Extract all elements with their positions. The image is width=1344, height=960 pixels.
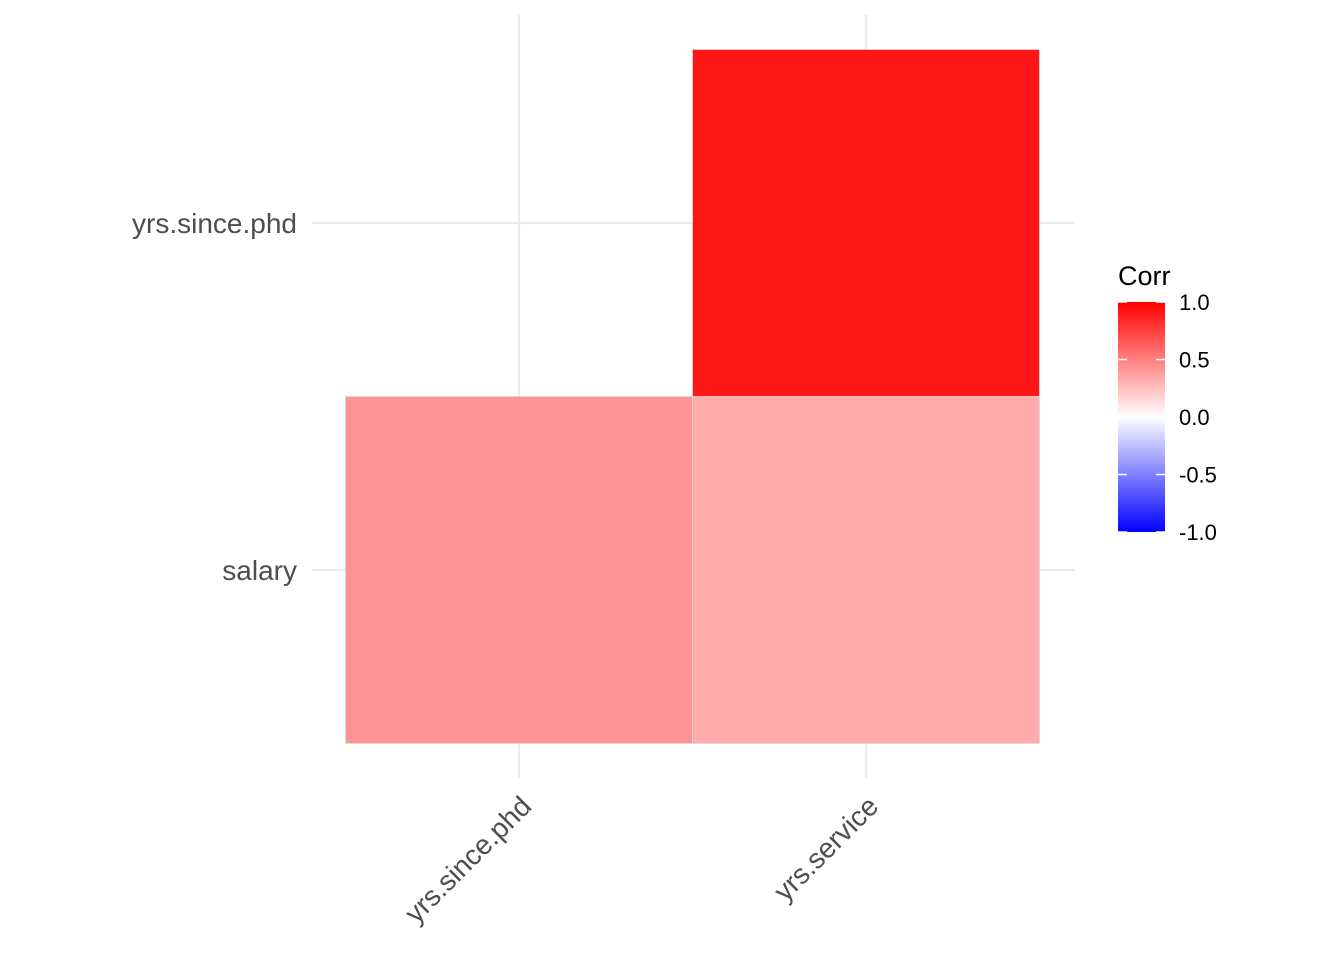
heatmap-tile-yrs.service-yrs.since.phd bbox=[692, 49, 1040, 397]
legend-tick-label: 0.5 bbox=[1179, 348, 1210, 373]
y-tick-label: salary bbox=[222, 555, 297, 586]
heatmap-tiles bbox=[345, 49, 1040, 744]
legend-ticks: 1.0 0.5 0.0 -0.5 -1.0 bbox=[1118, 290, 1217, 545]
y-tick-label: yrs.since.phd bbox=[132, 208, 297, 239]
heatmap-tile-yrs.service-salary bbox=[692, 396, 1040, 744]
legend-tick-label: -0.5 bbox=[1179, 463, 1217, 488]
y-axis-ticks: salary yrs.since.phd bbox=[132, 208, 297, 586]
legend-title: Corr bbox=[1118, 261, 1171, 291]
legend-tick-label: -1.0 bbox=[1179, 520, 1217, 545]
x-tick-label: yrs.service bbox=[768, 790, 885, 907]
legend: Corr 1.0 0.5 0.0 -0.5 -1.0 bbox=[1118, 261, 1217, 545]
x-axis-ticks: yrs.since.phd yrs.service bbox=[399, 790, 885, 929]
legend-tick-label: 1.0 bbox=[1179, 290, 1210, 315]
heatmap-tile-yrs.since.phd-salary bbox=[345, 396, 693, 744]
legend-tick-label: 0.0 bbox=[1179, 405, 1210, 430]
x-tick-label: yrs.since.phd bbox=[399, 790, 538, 929]
